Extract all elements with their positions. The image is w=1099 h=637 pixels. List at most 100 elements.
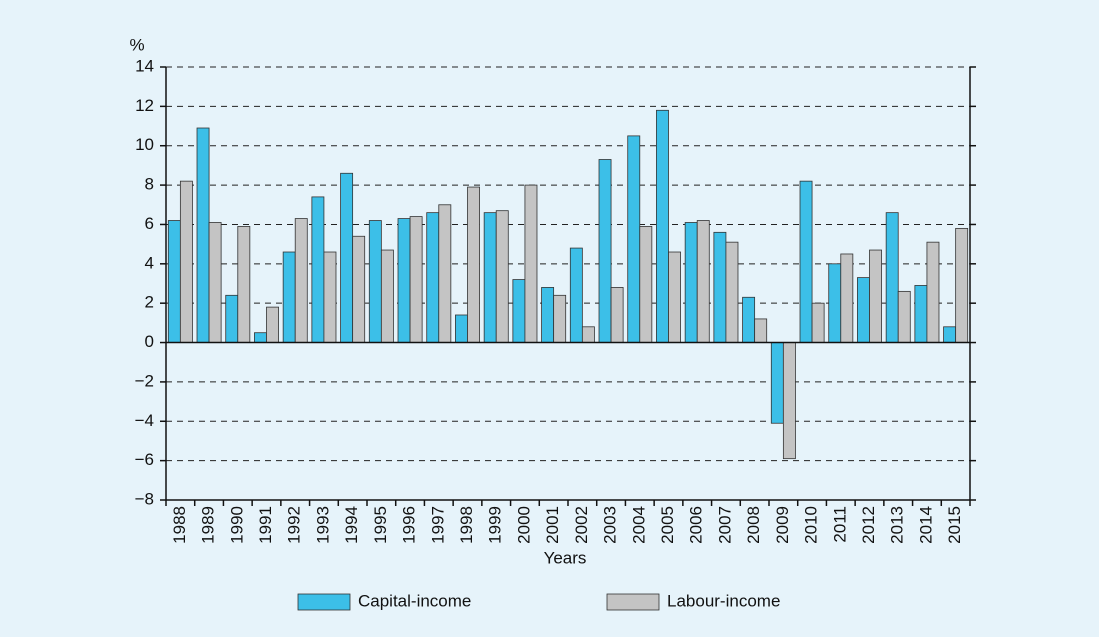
x-tick-label: 1992 bbox=[285, 506, 304, 544]
x-tick-label: 2003 bbox=[601, 506, 620, 544]
y-tick-label: 8 bbox=[145, 175, 154, 194]
bar bbox=[438, 204, 452, 343]
bar bbox=[897, 290, 911, 343]
bar bbox=[380, 249, 394, 343]
x-tick-label: 2004 bbox=[629, 506, 648, 544]
bar bbox=[368, 220, 382, 343]
x-tick-label: 2001 bbox=[543, 506, 562, 544]
bar bbox=[196, 127, 210, 343]
bar bbox=[770, 342, 784, 424]
bar bbox=[254, 332, 267, 343]
x-tick-label: 1988 bbox=[170, 506, 189, 544]
bar bbox=[467, 186, 480, 343]
bar bbox=[610, 287, 624, 343]
y-tick-label: 4 bbox=[145, 253, 154, 272]
bar bbox=[742, 296, 756, 343]
x-tick-label: 2014 bbox=[916, 506, 935, 544]
bar bbox=[495, 210, 509, 343]
y-tick-label: 0 bbox=[145, 332, 154, 351]
bar bbox=[455, 314, 468, 343]
y-tick-label: 14 bbox=[135, 56, 154, 75]
x-tick-label: 1998 bbox=[457, 506, 476, 544]
x-tick-label: 1994 bbox=[342, 506, 361, 544]
bar bbox=[943, 326, 957, 343]
bar bbox=[569, 247, 583, 343]
bar bbox=[208, 222, 222, 343]
x-tick-label: 2011 bbox=[830, 506, 849, 543]
x-tick-label: 2006 bbox=[687, 506, 706, 544]
bar bbox=[811, 302, 825, 343]
bar bbox=[179, 180, 193, 343]
bar bbox=[524, 184, 538, 343]
bar bbox=[541, 287, 555, 343]
y-tick-label: 12 bbox=[135, 96, 154, 115]
x-tick-label: 2013 bbox=[888, 506, 907, 544]
bar bbox=[782, 342, 796, 460]
bar bbox=[237, 226, 251, 343]
x-tick-label: 1997 bbox=[428, 506, 447, 544]
bar bbox=[282, 251, 296, 343]
x-tick-label: 1993 bbox=[313, 506, 332, 544]
x-tick-label: 2000 bbox=[514, 506, 533, 544]
bar bbox=[840, 253, 854, 343]
y-tick-label: 10 bbox=[135, 135, 154, 154]
y-tick-label: −8 bbox=[135, 489, 154, 508]
bar bbox=[639, 226, 653, 343]
x-tick-label: 2008 bbox=[744, 506, 763, 544]
bar bbox=[409, 216, 423, 343]
x-tick-label: 1995 bbox=[371, 506, 390, 544]
x-tick-label: 2002 bbox=[572, 506, 591, 544]
bar bbox=[553, 294, 567, 343]
bar bbox=[167, 220, 181, 343]
bar bbox=[713, 231, 727, 343]
bar bbox=[294, 218, 308, 343]
x-tick-label: 1991 bbox=[256, 506, 275, 544]
x-tick-label: 2009 bbox=[773, 506, 792, 544]
legend-swatch bbox=[297, 593, 351, 611]
x-tick-label: 1996 bbox=[400, 506, 419, 544]
bar bbox=[598, 159, 612, 343]
bar bbox=[340, 172, 354, 343]
bar bbox=[483, 212, 497, 343]
bar bbox=[352, 235, 366, 343]
y-unit: % bbox=[129, 35, 144, 54]
y-tick-label: 6 bbox=[145, 214, 154, 233]
x-tick-label: 2005 bbox=[658, 506, 677, 544]
bar bbox=[266, 306, 279, 343]
legend-label: Capital-income bbox=[358, 591, 471, 610]
bar bbox=[828, 263, 842, 343]
bar bbox=[225, 294, 239, 343]
bar bbox=[857, 277, 870, 343]
bar bbox=[869, 249, 882, 343]
bar bbox=[323, 251, 337, 343]
x-tick-label: 1990 bbox=[227, 506, 246, 544]
x-tick-label: 2012 bbox=[859, 506, 878, 544]
y-tick-label: −6 bbox=[135, 450, 154, 469]
bar bbox=[696, 220, 710, 343]
bar bbox=[668, 251, 681, 343]
x-tick-label: 2007 bbox=[715, 506, 734, 544]
bar bbox=[926, 241, 940, 343]
x-tick-label: 2015 bbox=[945, 506, 964, 544]
bar bbox=[656, 109, 669, 343]
bar bbox=[581, 326, 595, 343]
legend-label: Labour-income bbox=[667, 591, 780, 610]
bar bbox=[311, 196, 325, 343]
x-axis-label: Years bbox=[544, 548, 587, 567]
legend-swatch bbox=[606, 593, 660, 611]
bar bbox=[799, 180, 813, 343]
bar bbox=[684, 222, 698, 343]
bar bbox=[754, 318, 768, 343]
x-tick-label: 2010 bbox=[802, 506, 821, 544]
bar bbox=[426, 212, 440, 343]
x-tick-label: 1999 bbox=[486, 506, 505, 544]
y-tick-label: −4 bbox=[135, 411, 154, 430]
bar bbox=[955, 227, 969, 343]
bar bbox=[725, 241, 739, 343]
y-tick-label: 2 bbox=[145, 293, 154, 312]
bar bbox=[914, 285, 928, 343]
bar bbox=[512, 279, 526, 343]
bar bbox=[627, 135, 641, 343]
y-tick-label: −2 bbox=[135, 371, 154, 390]
